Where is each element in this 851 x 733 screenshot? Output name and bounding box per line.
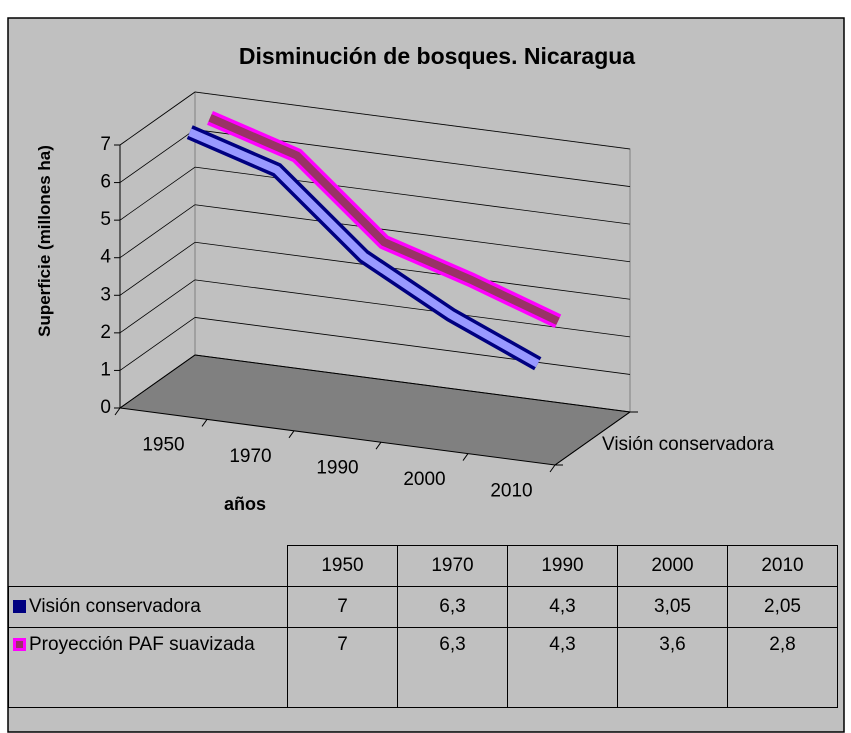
grid-line	[119, 317, 196, 371]
table-cell: 7	[287, 627, 398, 708]
grid-line	[119, 241, 196, 296]
x-tick	[201, 419, 208, 427]
x-tick	[375, 441, 382, 450]
table-row-header: Visión conservadora	[8, 586, 288, 628]
table-cell: 6,3	[397, 586, 508, 628]
table-header-cell: 2010	[727, 545, 838, 587]
y-tick-label: 0	[100, 397, 111, 418]
table-header-row: 1950 1970 1990 2000 2010	[9, 545, 838, 587]
y-tick-label: 3	[100, 284, 111, 305]
x-tick	[288, 430, 295, 439]
y-tick-label: 2	[100, 322, 111, 343]
x-tick-label: 1990	[316, 458, 358, 479]
y-tick-label: 6	[100, 172, 111, 193]
grid-line	[194, 317, 631, 375]
table-cell: 4,3	[507, 627, 618, 708]
grid-line	[119, 166, 196, 221]
series-line	[208, 114, 560, 325]
series-line	[188, 128, 540, 368]
grid-line	[119, 129, 196, 183]
grid-line	[194, 241, 631, 300]
grid-line	[194, 204, 631, 263]
table-header-cell: 1970	[397, 545, 508, 587]
table-header-cell: 1990	[507, 545, 618, 587]
table-cell: 4,3	[507, 586, 618, 628]
table-corner	[9, 546, 288, 587]
y-tick-label: 1	[100, 359, 111, 380]
table-cell: 2,8	[727, 627, 838, 708]
legend-key	[13, 600, 26, 613]
depth-axis-label: Visión conservadora	[602, 434, 774, 455]
grid-line	[119, 354, 196, 409]
x-tick	[114, 407, 121, 416]
y-tick-label: 4	[100, 247, 111, 268]
legend-label: Proyección PAF suavizada	[29, 634, 255, 655]
grid-line	[119, 91, 196, 146]
grid-line	[194, 166, 631, 225]
table-cell: 3,6	[617, 627, 728, 708]
table-header-cell: 2000	[617, 545, 728, 587]
y-tick-label: 7	[100, 134, 111, 155]
grid-line	[194, 279, 631, 338]
x-tick-label: 2000	[403, 469, 445, 490]
table-row: Proyección PAF suavizada 7 6,3 4,3 3,6 2,8	[8, 627, 838, 708]
table-cell: 7	[287, 586, 398, 628]
table-cell: 6,3	[397, 627, 508, 708]
grid-line	[194, 91, 631, 150]
x-axis-label: años	[224, 494, 266, 514]
legend-key	[13, 638, 26, 651]
chart-title: Disminución de bosques. Nicaragua	[239, 43, 635, 69]
table-row-header: Proyección PAF suavizada	[8, 627, 288, 708]
legend-label: Visión conservadora	[29, 596, 201, 617]
x-tick-label: 1950	[142, 435, 184, 456]
y-axis-label: Superficie (millones ha)	[35, 145, 54, 337]
y-tick-label: 5	[100, 209, 111, 230]
grid-line	[194, 354, 631, 413]
x-tick	[462, 453, 469, 461]
depth-axis	[554, 411, 631, 466]
grid-line	[119, 279, 196, 334]
grid-line	[119, 204, 196, 259]
x-tick	[549, 464, 556, 473]
table-cell: 3,05	[617, 586, 728, 628]
table-header-cell: 1950	[287, 545, 398, 587]
x-tick-label: 2010	[490, 480, 532, 501]
table-cell: 2,05	[727, 586, 838, 628]
data-table: 1950 1970 1990 2000 2010 Visión conservadora 7…	[8, 545, 838, 708]
table-row: Visión conservadora 7 6,3 4,3 3,05 2,05	[8, 586, 838, 628]
x-tick-label: 1970	[229, 446, 271, 467]
